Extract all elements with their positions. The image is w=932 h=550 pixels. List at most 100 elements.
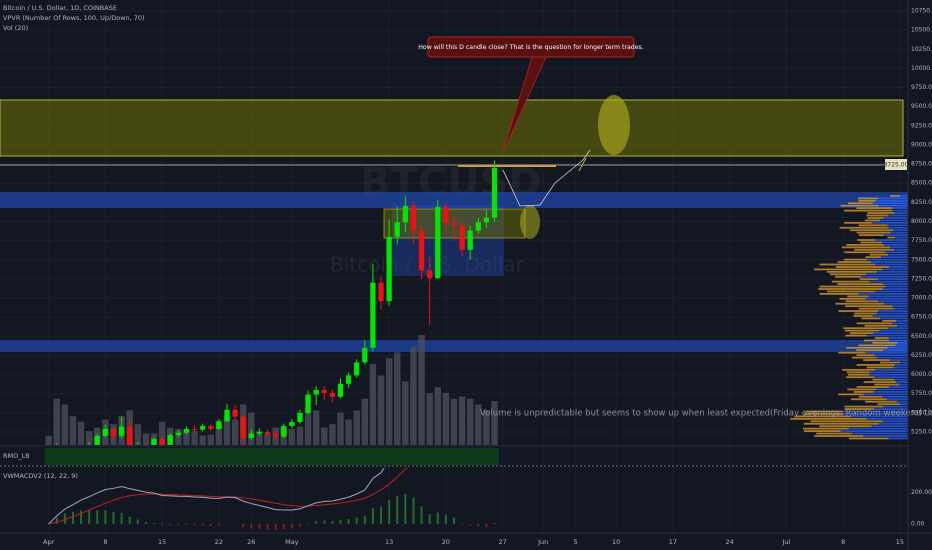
volume-bar [207,434,215,445]
volume-bar [53,398,60,445]
macd-histogram [217,523,220,526]
profile-bar [880,219,908,222]
macd-histogram [153,523,156,524]
candle-body [248,433,254,439]
rmo-bar [417,448,426,465]
profile-bar [866,214,889,217]
volume-bar [223,416,231,445]
profile-bar [866,366,894,369]
profile-bar [876,356,908,359]
signal-line [48,468,408,525]
last-price-label: 8725.00 [884,162,909,169]
x-tick-label: 27 [499,538,507,546]
profile-bar [865,400,897,403]
price-pane [45,160,498,445]
profile-bar [829,273,866,276]
volume-bar [426,392,433,445]
volume-bar [158,421,166,445]
profile-bar [887,236,896,239]
profile-bar [873,391,908,393]
profile-bar [890,195,900,197]
volume-bar [353,410,360,445]
profile-bar [892,305,908,308]
volume-bar [231,419,239,445]
profile-bar [847,388,877,391]
y-tick-label: 10250.00 [911,46,932,53]
profile-bar [896,400,908,403]
profile-bar [803,427,849,430]
x-tick-label: Apr [43,538,55,546]
rmo-bar [141,448,151,465]
volume-bar [458,396,466,445]
profile-bar [861,275,908,278]
rmo-bar [441,448,451,465]
volume-profile [790,195,908,440]
candle-body [118,426,125,436]
candle-body [475,222,481,231]
volume-bar [418,335,425,445]
profile-bar [875,199,908,202]
y-tick-label: 9500.00 [911,103,932,110]
rmo-bar [85,448,94,465]
candle-body [273,433,279,437]
macd-histogram [493,523,496,524]
profile-bar [868,295,908,298]
macd-histogram [266,523,269,530]
macd-histogram [193,523,196,526]
rmo-bar [328,448,337,465]
candle-body [402,206,408,223]
candle-body [281,425,287,437]
y-tick-label: 7000.00 [911,295,932,302]
rmo-bar [466,448,475,465]
profile-bar [845,300,879,303]
profile-bar [867,258,908,261]
profile-bar [846,244,884,246]
y-tick-label: 7750.00 [911,237,932,244]
y-tick-label: 7500.00 [911,256,932,263]
profile-bar [889,246,908,249]
profile-bar [806,410,843,413]
profile-bar [849,229,894,232]
profile-bar [851,398,888,401]
candle-body [151,438,157,445]
rmo-bar [77,448,86,465]
profile-bar [872,378,895,381]
profile-bar [858,224,888,227]
profile-bar [858,234,884,236]
rmo-bar [279,448,288,465]
profile-bar [856,386,890,388]
profile-bar [878,422,908,425]
volume-bar [337,412,344,445]
rmo-bar [247,448,256,465]
rmo-bar [263,448,272,465]
profile-bar [845,334,868,337]
volume-bar [361,398,369,445]
candle-body [345,375,352,384]
profile-bar [888,437,908,440]
profile-bar [899,195,908,197]
macd-histogram [444,514,447,524]
candle-body [94,435,100,445]
profile-bar [844,251,885,254]
rmo-bar [60,448,70,465]
volume-bar [61,404,69,445]
rmo-bar [425,448,434,465]
y-tick-label: 5500.00 [911,409,932,416]
y-tick-label: 5250.00 [911,428,932,435]
profile-bar [854,248,894,251]
candle-body [491,167,498,218]
profile-bar [819,263,876,266]
profile-bar [891,322,908,325]
rmo-bar [150,448,159,465]
profile-bar [882,288,908,290]
volume-bar [288,428,296,445]
x-tick-label: 15 [158,538,166,546]
candle-body [362,347,368,363]
profile-bar [853,315,873,317]
profile-bar [883,244,908,246]
volume-bar [264,433,271,445]
profile-bar [887,346,908,349]
profile-bar [838,351,866,354]
profile-bar [897,342,908,344]
candle-body [305,394,311,413]
